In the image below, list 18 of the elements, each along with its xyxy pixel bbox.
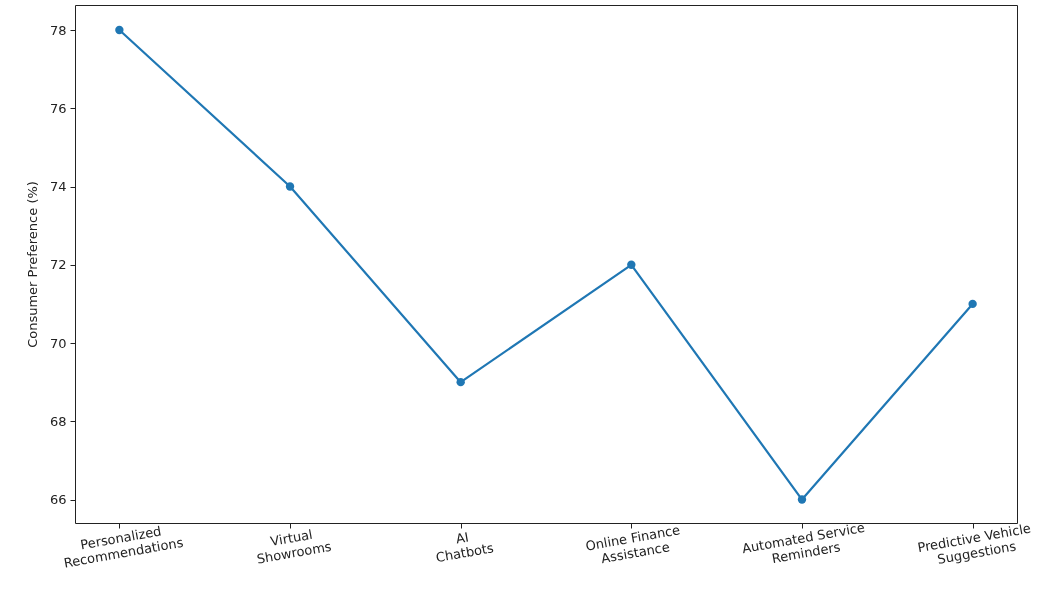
y-tick-label: 68 — [49, 413, 67, 429]
y-tick-label: 72 — [49, 257, 67, 273]
y-axis-title: Consumer Preference (%) — [24, 181, 40, 348]
point — [285, 182, 295, 191]
y-tick-label: 66 — [49, 492, 67, 508]
point — [627, 260, 636, 269]
x-tick-label: Online Finance Assistance — [584, 522, 682, 567]
y-tick-label: 76 — [49, 100, 67, 116]
point — [797, 495, 807, 504]
x-tick-label: AI Chatbots — [434, 529, 496, 566]
y-tick-label: 70 — [49, 335, 67, 351]
point — [456, 377, 465, 387]
x-tick-label: Virtual Showrooms — [255, 526, 333, 567]
point — [968, 299, 977, 309]
y-tick-label: 74 — [49, 179, 67, 195]
y-tick-label: 78 — [49, 22, 67, 38]
point — [115, 25, 124, 35]
x-tick-label: Predictive Vehicle Suggestions — [916, 520, 1032, 567]
